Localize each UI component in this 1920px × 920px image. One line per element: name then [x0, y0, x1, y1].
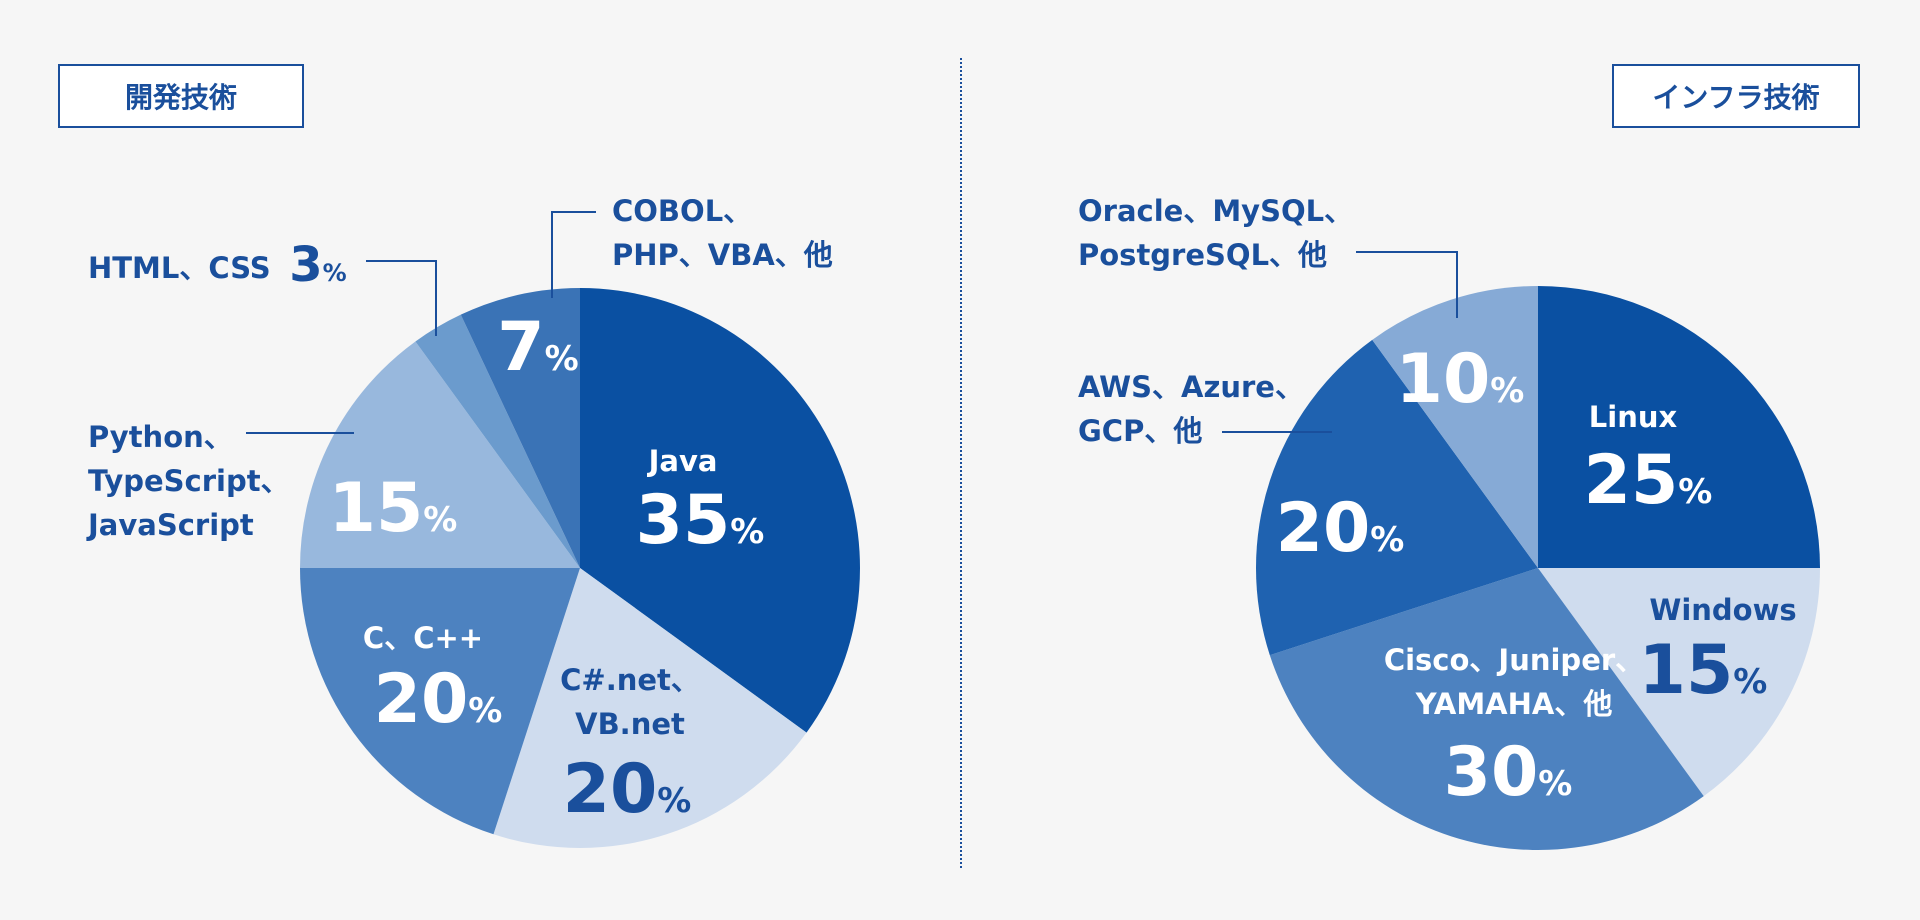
infra-value-4: 10%: [1396, 340, 1525, 419]
dev-leader-4: [366, 260, 437, 336]
dev-label-0: Java: [647, 444, 718, 478]
dev-label-1: C#.net、: [560, 663, 700, 697]
infra-leader-4: [1356, 251, 1458, 318]
dev-slice-2: [300, 568, 580, 835]
dev-value-4: 3%: [289, 237, 346, 293]
infra-slice-3: [1255, 339, 1538, 656]
infra-slice-1: [1538, 568, 1820, 797]
dev-leader-5: [551, 211, 596, 298]
dev-value-2: 20%: [374, 660, 503, 739]
infra-label-2: Cisco、Juniper、: [1384, 643, 1644, 677]
infra-value-0: 25%: [1584, 441, 1713, 520]
dev-value-1: 20%: [563, 750, 692, 829]
infra-value-2: 30%: [1444, 733, 1573, 812]
infra-label-0: Linux: [1589, 400, 1678, 434]
dev-label-4: HTML、CSS: [88, 251, 271, 285]
infra-slice-0: [1538, 286, 1820, 568]
infra-label-3: AWS、Azure、: [1078, 370, 1304, 404]
infra-value-1: 15%: [1639, 631, 1768, 710]
dev-value-5: 7%: [497, 308, 578, 387]
dev-label-5: PHP、VBA、他: [612, 238, 833, 272]
infra-label-3: GCP、他: [1078, 414, 1202, 448]
infra-heading: インフラ技術: [1612, 64, 1860, 128]
infra-value-3: 20%: [1276, 489, 1405, 568]
infra-label-4: PostgreSQL、他: [1078, 238, 1327, 272]
section-divider: [960, 58, 962, 868]
dev-label-3: JavaScript: [86, 508, 254, 542]
infra-slice-4: [1372, 286, 1538, 568]
infra-label-1: Windows: [1649, 593, 1796, 627]
dev-slice-1: [493, 568, 807, 849]
dev-value-0: 35%: [636, 481, 765, 560]
dev-slice-4: [415, 314, 580, 568]
dev-heading: 開発技術: [58, 64, 304, 128]
dev-slice-5: [460, 288, 580, 568]
dev-label-2: C、C++: [363, 621, 483, 655]
dev-value-3: 15%: [329, 469, 458, 548]
infra-slice-2: [1269, 568, 1704, 851]
dev-slice-3: [300, 341, 580, 568]
infra-label-2: YAMAHA、他: [1415, 687, 1613, 721]
dev-label-3: TypeScript、: [88, 464, 290, 498]
dev-label-5: COBOL、: [612, 194, 752, 228]
infra-label-4: Oracle、MySQL、: [1078, 194, 1353, 228]
dev-label-3: Python、: [88, 420, 233, 454]
dev-slice-0: [580, 288, 860, 733]
dev-label-1: VB.net: [575, 707, 685, 741]
